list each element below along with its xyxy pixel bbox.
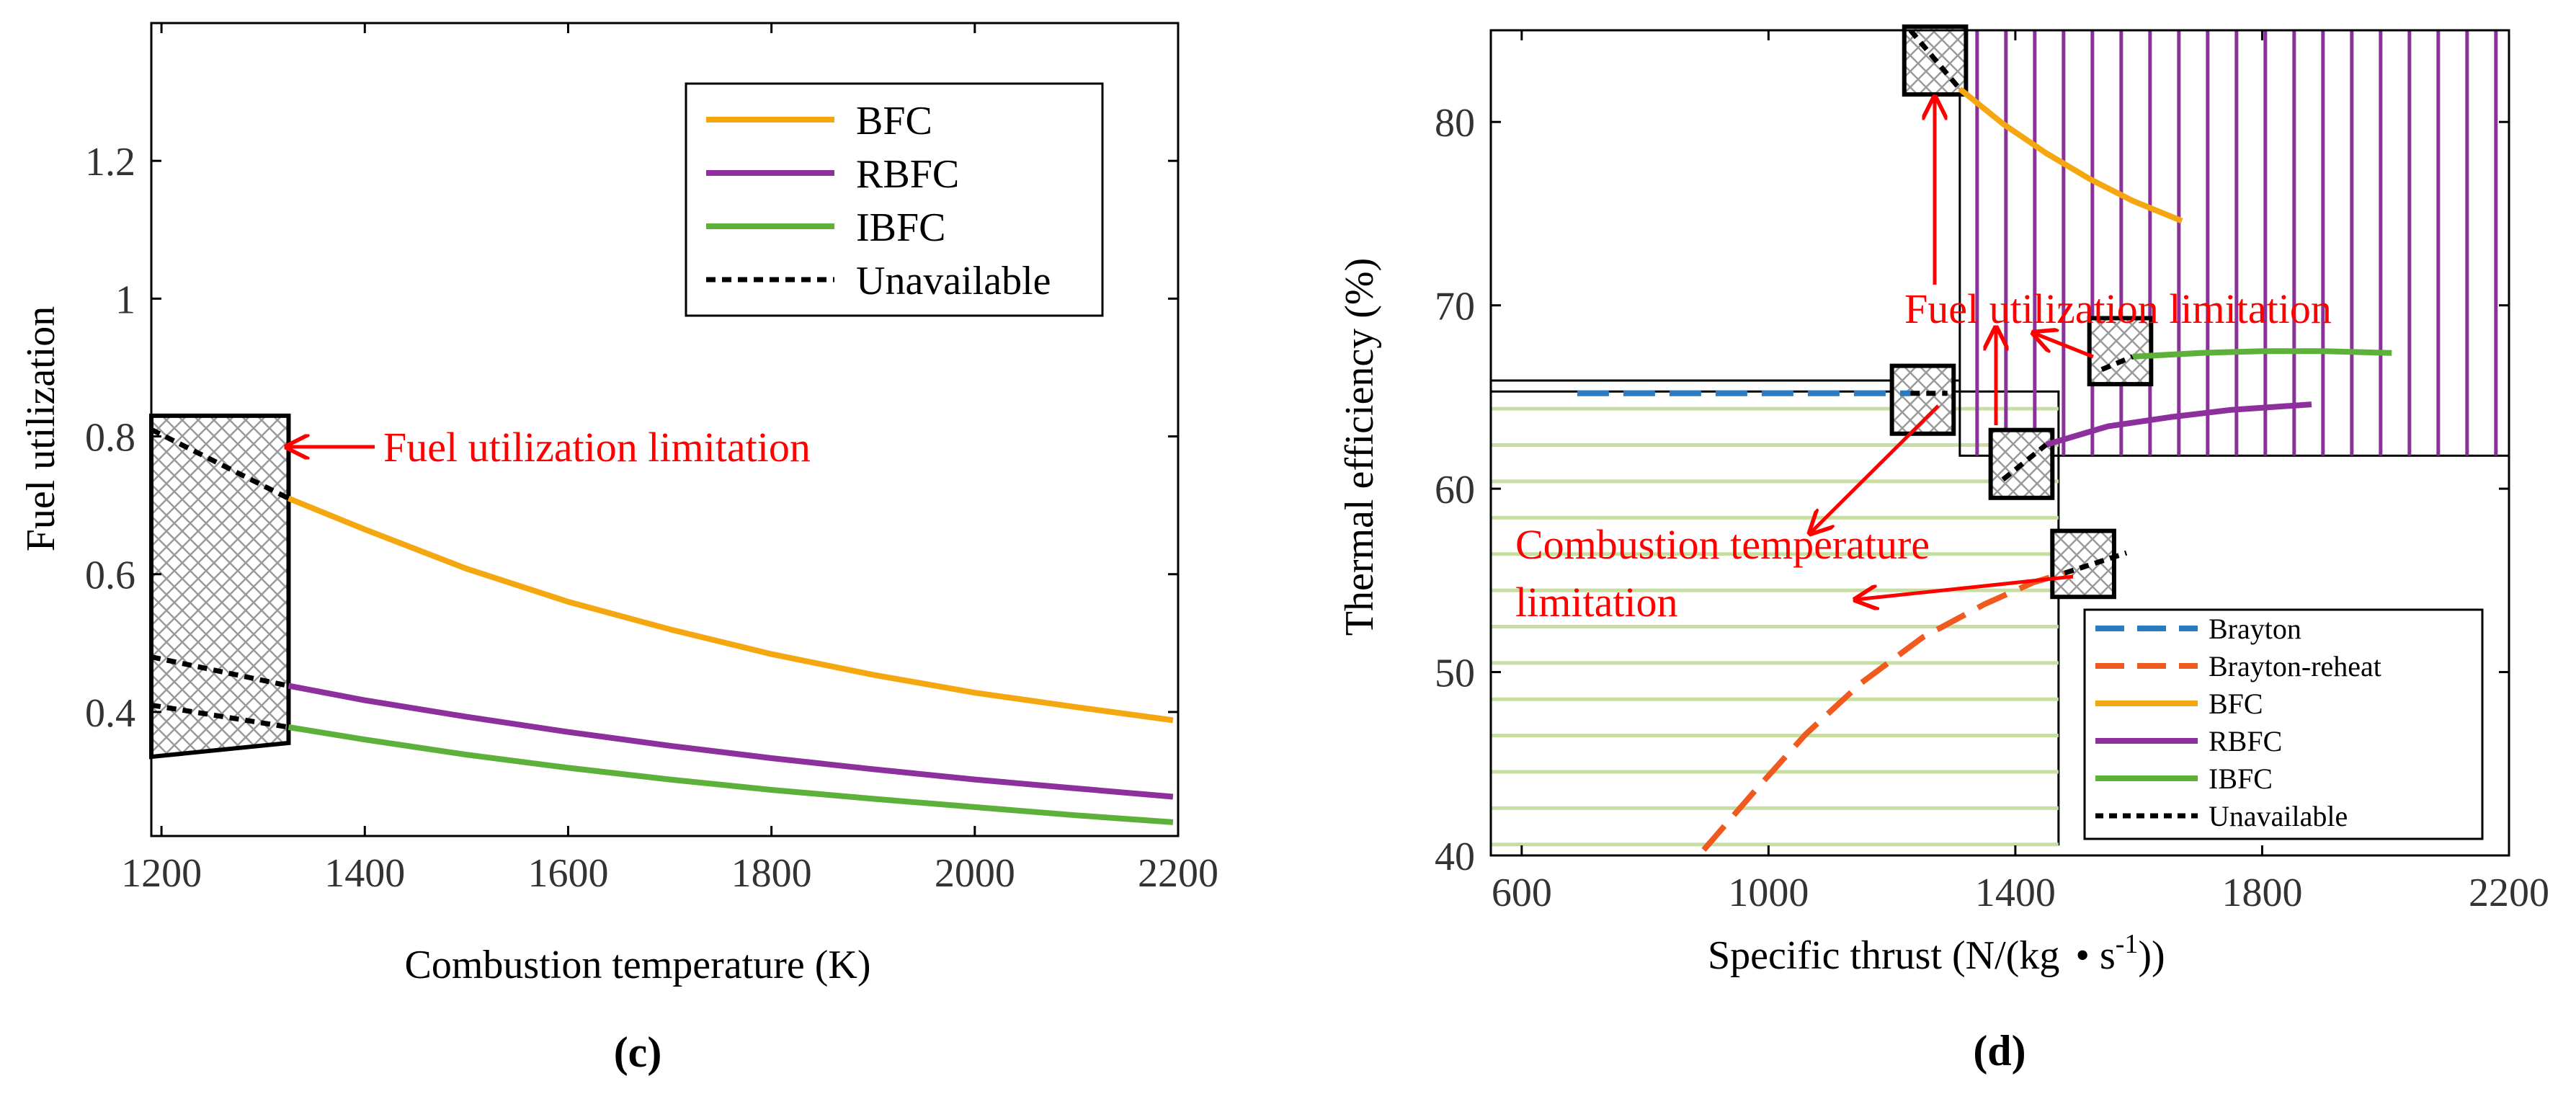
c-series-rbfc (288, 682, 1174, 800)
d-ytick-label: 70 (1435, 285, 1475, 329)
d-ytick-label: 60 (1435, 468, 1475, 512)
d-legend-label-unavailable: Unavailable (2209, 800, 2348, 832)
d-series-rbfc (2045, 401, 2312, 448)
c-series-bfc (287, 495, 1174, 724)
d-xtick-label: 1800 (2221, 871, 2302, 915)
c-ytick-label: 1 (115, 277, 135, 322)
d-annotation-combustion-temp-line2: limitation (1515, 579, 1678, 626)
d-ytick-label: 50 (1435, 651, 1475, 696)
d-ytick-label: 80 (1435, 101, 1475, 146)
c-ytick-label: 0.6 (85, 553, 135, 598)
c-ytick-label: 1.2 (85, 140, 135, 184)
d-legend-label-brayton-reheat: Brayton-reheat (2209, 650, 2381, 682)
c-limitation-box (149, 413, 291, 760)
d-annotation-combustion-temp-line1: Combustion temperature (1515, 521, 1930, 568)
c-legend-label-bfc: BFC (856, 99, 932, 143)
d-y-axis-label: Thermal efficiency (%) (1337, 258, 1382, 636)
d-annotation-fuel-utilization: Fuel utilization limitation (1904, 285, 2332, 332)
c-series-ibfc (288, 724, 1174, 825)
c-panel-label: (c) (614, 1028, 662, 1076)
d-series-brayton-reheat (1701, 570, 2066, 853)
d-x-axis-label: Specific thrust (N/(kg • s-1)) (1708, 929, 2165, 978)
c-ytick-label: 0.8 (85, 416, 135, 461)
c-legend: BFC RBFC IBFC Unavailable (685, 82, 1104, 317)
d-xtick-label: 600 (1492, 871, 1552, 915)
d-series-unavailable-segment (2001, 443, 2048, 482)
d-axes-frame (1489, 29, 2510, 857)
d-limitation-box (2050, 528, 2116, 600)
c-xtick-label: 1600 (527, 851, 608, 896)
d-series-unavailable-segment (2064, 550, 2128, 576)
c-series-unavailable-segment (151, 654, 290, 689)
c-axes-frame (150, 22, 1180, 837)
d-panel-label: (d) (1973, 1027, 2025, 1075)
d-xtick-label: 2200 (2469, 871, 2549, 915)
c-x-axis-label: Combustion temperature (K) (405, 943, 871, 987)
c-series-unavailable-segment (151, 702, 290, 730)
d-xtick-label: 1400 (1975, 871, 2056, 915)
d-annotation-arrows (1810, 97, 2094, 600)
d-series-unavailable-segment (2100, 354, 2134, 372)
c-ytick-label: 0.4 (85, 691, 135, 736)
chart-d: 600 1000 1400 1800 2200 40 50 60 70 80 Brayton Br… (1337, 24, 2549, 1075)
c-annotation-fuel-utilization: Fuel utilization limitation (383, 424, 811, 471)
c-legend-label-rbfc: RBFC (856, 152, 959, 197)
d-series-bfc (1958, 86, 2183, 224)
d-series-unavailable-segment (1908, 30, 1962, 91)
c-y-axis-label: Fuel utilization (19, 306, 63, 552)
c-xtick-label: 1800 (731, 851, 812, 896)
d-xtick-label: 1000 (1728, 871, 1809, 915)
c-xtick-label: 1200 (121, 851, 202, 896)
d-legend: Brayton Brayton-reheat BFC RBFC IBFC Una… (2083, 608, 2484, 840)
c-xtick-label: 1400 (324, 851, 405, 896)
d-legend-label-bfc: BFC (2209, 688, 2263, 720)
c-legend-label-unavailable: Unavailable (856, 259, 1051, 303)
d-limitation-box (2087, 316, 2154, 387)
c-series-unavailable-segment (151, 427, 290, 501)
d-legend-label-ibfc: IBFC (2209, 762, 2273, 795)
c-legend-label-ibfc: IBFC (856, 205, 946, 250)
d-ytick-label: 40 (1435, 835, 1475, 879)
c-xtick-label: 2000 (935, 851, 1015, 896)
c-xtick-label: 2200 (1138, 851, 1218, 896)
chart-c: 1200 1400 1600 1800 2000 2200 0.4 0.6 0.8 1 1.2 BF… (19, 22, 1218, 1076)
d-limitation-box (1988, 427, 2055, 500)
d-legend-label-brayton: Brayton (2209, 613, 2301, 645)
d-series-ibfc (2132, 348, 2392, 360)
d-legend-label-rbfc: RBFC (2209, 725, 2282, 757)
